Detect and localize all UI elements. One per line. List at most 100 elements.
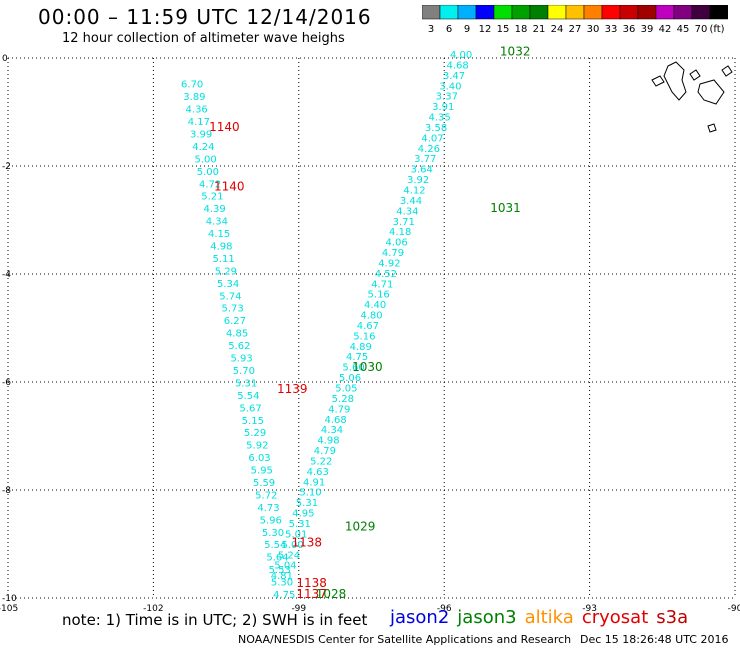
wave-height-value: 3.58 (425, 123, 447, 134)
legend-item-s3a: s3a (656, 607, 689, 628)
wave-height-value: 4.85 (226, 329, 248, 340)
scale-label: 45 (677, 24, 690, 35)
wave-height-value: 4.98 (210, 242, 232, 253)
pass-time-label: 1029 (345, 520, 376, 534)
wave-height-value: 3.92 (407, 175, 429, 186)
pass-time-label: 1139 (277, 382, 308, 396)
wave-height-value: 5.72 (255, 490, 277, 501)
scale-label: 6 (446, 24, 452, 35)
scale-label: 18 (515, 24, 528, 35)
wave-height-value: 5.70 (233, 366, 255, 377)
wave-height-value: 4.92 (378, 258, 400, 269)
wave-height-value: 4.17 (188, 117, 210, 128)
wave-height-value: 4.36 (186, 105, 208, 116)
scale-label: 12 (479, 24, 492, 35)
wave-height-value: 4.34 (206, 217, 228, 228)
wave-height-value: 3.47 (443, 71, 465, 82)
wave-height-value: 5.96 (260, 515, 282, 526)
scale-label: 36 (623, 24, 636, 35)
y-tick-label: -10 (2, 594, 17, 604)
wave-height-value: 4.81 (271, 571, 293, 582)
wave-height-value: 5.31 (289, 519, 311, 530)
x-tick-label: -96 (437, 604, 452, 614)
scale-label: 33 (605, 24, 618, 35)
scale-label: 42 (659, 24, 672, 35)
wave-height-value: 5.15 (242, 416, 264, 427)
pass-time-label: 1140 (209, 120, 240, 134)
scale-label: 15 (497, 24, 510, 35)
wave-height-value: 5.00 (195, 154, 217, 165)
wave-height-value: 4.73 (257, 503, 279, 514)
wave-height-value: 4.75 (273, 590, 295, 601)
y-tick-label: -8 (2, 486, 11, 496)
x-tick-label: -93 (582, 604, 597, 614)
x-tick-label: -102 (143, 604, 163, 614)
pass-time-label: 1138 (292, 536, 323, 550)
wave-height-value: 4.00 (450, 50, 472, 61)
wave-height-value: 5.29 (215, 266, 237, 277)
pass-time-label: 1030 (352, 360, 383, 374)
wave-height-value: 5.31 (296, 498, 318, 509)
credit-date: Dec 15 18:26:48 UTC 2016 (580, 633, 729, 646)
wave-height-value: 5.93 (230, 354, 252, 365)
wave-height-value: 4.52 (375, 269, 397, 280)
scale-label: 30 (587, 24, 600, 35)
wave-height-value: 5.54 (264, 540, 286, 551)
wave-height-value: 5.53 (269, 565, 291, 576)
wave-height-value: 4.68 (325, 415, 347, 426)
wave-height-value: 3.37 (436, 92, 458, 103)
wave-height-value: 5.28 (332, 394, 354, 405)
wave-height-value: 5.60 (342, 363, 364, 374)
pass-time-label: 1137 (296, 587, 327, 601)
wave-height-value: 5.24 (278, 550, 300, 561)
galapagos-coastline (651, 61, 733, 133)
credit-text: NOAA/NESDIS Center for Satellite Applica… (238, 633, 572, 646)
wave-height-value: 5.10 (299, 488, 321, 499)
wave-height-value: 5.11 (212, 254, 234, 265)
satellite-legend: jason2 jason3 altika cryosat s3a (390, 607, 696, 628)
scale-label: 21 (533, 24, 546, 35)
wave-height-value: 4.18 (389, 227, 411, 238)
wave-height-value: 5.16 (353, 331, 375, 342)
wave-height-value: 5.30 (271, 578, 293, 589)
wave-height-value: 4.24 (192, 142, 214, 153)
wave-height-value: 5.01 (285, 529, 307, 540)
wave-height-value: 3.89 (183, 92, 205, 103)
pass-time-label: 1140 (214, 179, 245, 193)
scale-label: (ft) (709, 24, 724, 35)
wave-height-value: 3.91 (432, 102, 454, 113)
wave-height-value: 4.35 (429, 113, 451, 124)
wave-height-value: 5.04 (274, 561, 296, 572)
legend-item-jason2: jason2 (390, 607, 450, 628)
wave-height-value: 5.29 (244, 428, 266, 439)
pass-time-label: 1028 (316, 587, 347, 601)
wave-height-value: 4.34 (321, 425, 343, 436)
wave-height-color-scale: 3 6 9 12 15 18 21 24 27 30 33 36 39 42 45 70 (ft) (422, 5, 728, 35)
scale-label: 24 (551, 24, 564, 35)
x-tick-label: -90 (728, 604, 740, 614)
wave-height-value: 4.79 (382, 248, 404, 259)
wave-height-value: 5.21 (201, 192, 223, 203)
wave-height-value: 4.75 (346, 352, 368, 363)
wave-height-value: 4.67 (357, 321, 379, 332)
wave-height-value: 4.71 (371, 279, 393, 290)
wave-height-value: 4.68 (446, 60, 468, 71)
wave-height-value: 4.15 (208, 229, 230, 240)
wave-height-value: 4.72 (199, 179, 221, 190)
wave-height-value: 3.99 (190, 129, 212, 140)
legend-item-cryosat: cryosat (581, 607, 649, 628)
wave-height-value: 4.39 (204, 204, 226, 215)
scale-label: 3 (428, 24, 434, 35)
wave-height-value: 4.89 (350, 342, 372, 353)
scale-label: 27 (569, 24, 582, 35)
wave-height-value: 3.71 (393, 217, 415, 228)
wave-height-value: 5.06 (339, 373, 361, 384)
wave-height-value: 5.22 (310, 456, 332, 467)
wave-height-value: 4.26 (418, 144, 440, 155)
wave-height-value: 4.40 (364, 300, 386, 311)
scale-label: 70 (695, 24, 708, 35)
wave-height-value: 4.79 (328, 404, 350, 415)
wave-height-value: 5.67 (239, 403, 261, 414)
wave-height-value: 5.74 (219, 291, 241, 302)
wave-height-value: 5.34 (217, 279, 239, 290)
